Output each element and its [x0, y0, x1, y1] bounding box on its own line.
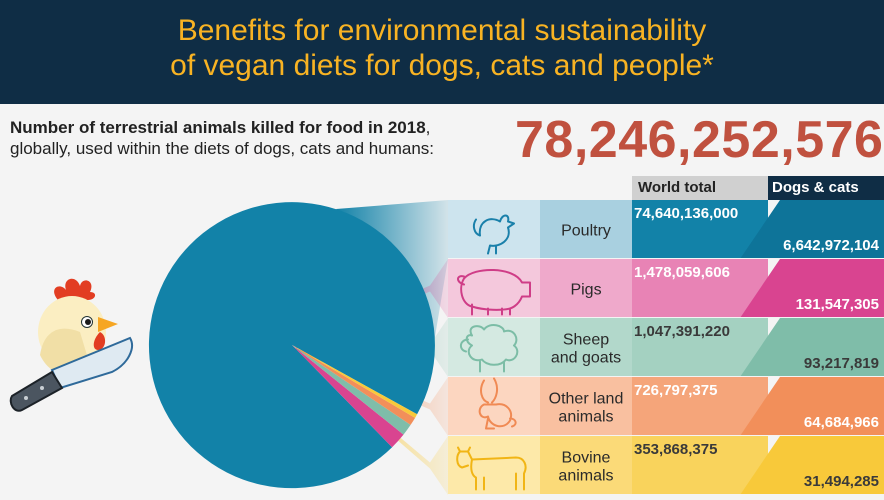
dogs-cats-cell-0: [740, 200, 884, 259]
chicken-with-knife-illustration: [9, 278, 133, 412]
dogs-cats-value-3: 64,684,966: [804, 414, 879, 431]
row-label-2-1: and goats: [551, 350, 621, 367]
chicken-beak: [98, 317, 118, 332]
knife-handle: [9, 370, 64, 412]
data-table: Poultry 74,640,136,000 6,642,972,104 Pigs 1,…: [448, 200, 884, 496]
row-label-3-0: Other land: [549, 391, 624, 408]
icon-cell-1: [448, 259, 540, 318]
world-total-value-3: 726,797,375: [634, 382, 717, 399]
label-cell-3: [540, 377, 632, 436]
column-header-world-bg: [632, 176, 768, 200]
column-header-dogs-cats: Dogs & cats: [772, 179, 859, 196]
row-label-3-1: animals: [558, 409, 613, 426]
title-line-1: Benefits for environmental sustainabilit…: [177, 14, 707, 47]
world-total-cell-3: [632, 377, 768, 436]
dogs-cats-value-4: 31,494,285: [804, 473, 879, 490]
dogs-cats-cell-1: [740, 259, 884, 318]
world-total-cell-2: [632, 318, 768, 377]
pie-slice-4: [292, 345, 418, 418]
world-total-cell-1: [632, 259, 768, 318]
world-total-value-4: 353,868,375: [634, 441, 717, 458]
row-label-4-0: Bovine: [562, 450, 611, 467]
dogs-cats-cell-4: [740, 436, 884, 495]
title-line-2: of vegan diets for dogs, cats and people…: [170, 49, 714, 82]
world-total-cell-0: [632, 200, 768, 259]
dogs-cats-value-0: 6,642,972,104: [783, 237, 880, 254]
icon-cell-2: [448, 318, 540, 377]
row-label-0-0: Poultry: [561, 223, 611, 240]
total-animals-killed: 78,246,252,576: [515, 111, 884, 169]
column-header-world-total: World total: [638, 179, 717, 196]
pig-icon: [457, 268, 531, 316]
label-cell-4: [540, 436, 632, 495]
row-label-1-0: Pigs: [570, 282, 601, 299]
world-total-value-0: 74,640,136,000: [634, 205, 738, 222]
chicken-comb: [54, 278, 96, 300]
icon-cell-0: [448, 200, 540, 259]
chicken-eye: [85, 319, 91, 325]
dogs-cats-cell-3: [740, 377, 884, 436]
pie-slice-3: [292, 345, 416, 425]
column-header-dogs-cats-bg: [768, 176, 884, 200]
dogs-cats-value-1: 131,547,305: [796, 296, 879, 313]
cow-icon: [456, 446, 527, 491]
pie-slice-2: [292, 345, 411, 435]
title-banner: Benefits for environmental sustainabilit…: [0, 0, 884, 104]
icon-cell-3: [448, 377, 540, 436]
pie-chart: [148, 202, 435, 489]
label-cell-1: [540, 259, 632, 318]
subtitle-line-2: globally, used within the diets of dogs,…: [10, 139, 434, 158]
pie-slice-1: [292, 345, 404, 448]
row-label-2-0: Sheep: [563, 332, 609, 349]
pie-slice-0: [148, 202, 435, 489]
label-cell-2: [540, 318, 632, 377]
dogs-cats-cell-2: [740, 318, 884, 377]
dogs-cats-value-2: 93,217,819: [804, 355, 879, 372]
label-cell-0: [540, 200, 632, 259]
rabbit-icon: [478, 377, 517, 430]
world-total-value-1: 1,478,059,606: [634, 264, 730, 281]
world-total-value-2: 1,047,391,220: [634, 323, 730, 340]
subtitle-comma: ,: [425, 118, 431, 137]
world-total-cell-4: [632, 436, 768, 495]
sheep-icon: [460, 324, 519, 373]
chicken-icon: [472, 214, 515, 255]
chicken-wattle: [93, 332, 106, 350]
subtitle-bold: Number of terrestrial animals killed for…: [10, 118, 426, 137]
chart-subtitle: Number of terrestrial animals killed for…: [10, 117, 510, 159]
row-label-4-1: animals: [558, 468, 613, 485]
knife-blade: [50, 336, 133, 390]
